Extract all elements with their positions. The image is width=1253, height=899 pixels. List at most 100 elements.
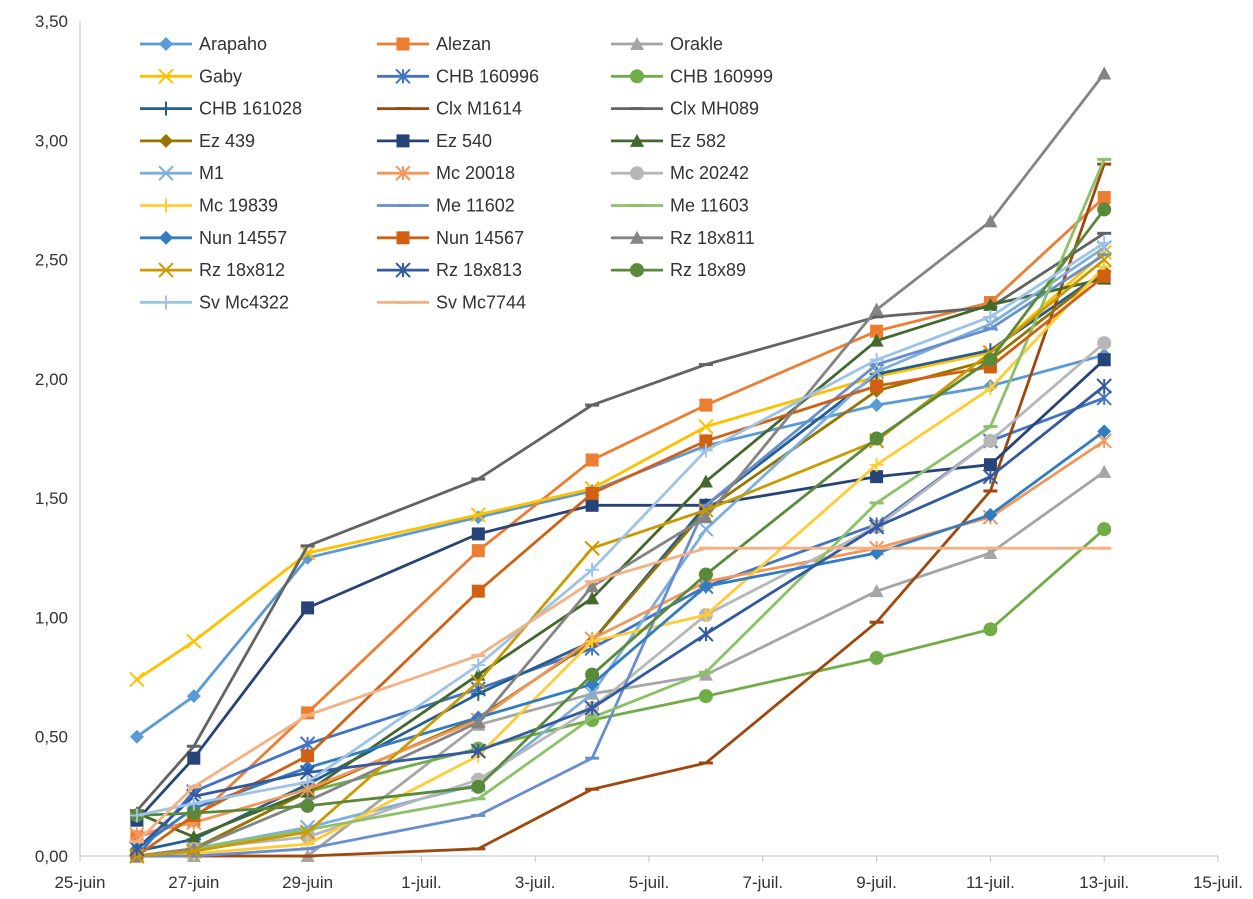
legend-label: Clx MH089	[670, 99, 759, 119]
legend-entry: CHB 160996	[377, 66, 539, 86]
data-point	[869, 367, 884, 382]
legend-label: Mc 20242	[670, 163, 749, 183]
legend-label: Nun 14567	[436, 228, 524, 248]
data-point	[698, 579, 713, 594]
data-point	[585, 498, 599, 512]
data-point	[698, 418, 714, 435]
y-tick-label: 2,00	[35, 370, 68, 389]
data-point	[630, 37, 644, 50]
legend-entry: Ez 582	[611, 131, 726, 151]
data-point	[868, 519, 885, 535]
data-point	[186, 829, 201, 843]
data-point	[299, 824, 316, 840]
series-mc-20018	[129, 433, 1112, 843]
data-point	[158, 68, 174, 85]
data-point	[870, 324, 884, 338]
data-point	[585, 591, 600, 605]
data-point	[869, 302, 884, 316]
series-rz-18x813	[129, 378, 1112, 857]
legend-label: Alezan	[436, 34, 491, 54]
legend-entry: Alezan	[377, 34, 491, 54]
data-point	[630, 230, 644, 244]
data-point	[471, 715, 486, 729]
y-tick-label: 3,00	[35, 131, 68, 150]
data-point	[869, 650, 884, 665]
x-tick-label: 7-juil.	[742, 873, 783, 892]
data-point	[1097, 191, 1111, 205]
data-point	[698, 474, 713, 488]
series-alezan	[130, 191, 1111, 844]
data-point	[983, 546, 998, 560]
legend-label: Me 11602	[436, 196, 515, 216]
legend-entry: Clx M1614	[377, 99, 522, 119]
data-point	[300, 798, 315, 813]
data-point	[698, 567, 713, 582]
data-point	[1097, 66, 1112, 80]
x-tick-label: 29-juin	[282, 873, 333, 892]
data-point	[396, 134, 410, 148]
data-point	[396, 37, 410, 51]
legend-label: Mc 20018	[436, 163, 515, 183]
series-rz-18x89	[129, 202, 1112, 823]
data-point	[129, 841, 145, 857]
data-point	[470, 507, 487, 523]
data-point	[983, 352, 998, 367]
data-point	[584, 700, 600, 716]
x-tick-label: 15-juil.	[1193, 873, 1243, 892]
y-tick-label: 0,50	[35, 728, 68, 747]
data-point	[585, 453, 599, 467]
x-tick-label: 9-juil.	[856, 873, 897, 892]
data-point	[1097, 353, 1111, 367]
legend-entry: Ez 439	[140, 131, 255, 151]
legend-label: Sv Mc4322	[199, 292, 289, 312]
x-tick-label: 3-juil.	[515, 873, 556, 892]
data-point	[1096, 251, 1112, 268]
data-point	[186, 689, 201, 704]
data-point	[395, 262, 411, 278]
legend-label: CHB 160999	[670, 66, 773, 86]
legend-entry: CHB 160999	[611, 66, 773, 86]
data-point	[698, 502, 714, 518]
legend-label: CHB 161028	[199, 99, 302, 119]
legend-entry: Clx MH089	[611, 99, 759, 119]
data-point	[870, 379, 884, 393]
legend-entry: Mc 20242	[611, 163, 749, 183]
legend-entry: Ez 540	[377, 131, 492, 151]
legend-entry: Rz 18x812	[140, 260, 285, 280]
series-layer	[129, 66, 1112, 864]
data-point	[186, 843, 202, 859]
data-point	[585, 486, 599, 500]
legend-entry: Rz 18x89	[611, 260, 746, 280]
data-point	[186, 806, 201, 821]
data-point	[869, 431, 884, 446]
series-me-11602	[129, 253, 1112, 858]
data-point	[299, 545, 316, 561]
x-tick-label: 13-juil.	[1079, 873, 1129, 892]
data-point	[983, 458, 997, 472]
data-point	[159, 230, 173, 245]
data-point	[159, 37, 173, 51]
data-point	[1097, 464, 1112, 478]
legend-entry: Sv Mc7744	[377, 292, 526, 312]
legend-label: Arapaho	[199, 34, 267, 54]
legend-entry: Mc 20018	[377, 163, 515, 183]
data-point	[1097, 269, 1111, 283]
series-line	[135, 232, 1105, 812]
x-tick-label: 11-juil.	[966, 873, 1015, 892]
data-point	[983, 214, 998, 228]
axes: 0,00 0,50 1,00 1,50 2,00 2,50 3,00 3,50 25-juin 2…	[35, 12, 1243, 892]
legend-label: Clx M1614	[436, 99, 522, 119]
data-point	[869, 457, 884, 472]
data-point	[982, 468, 999, 485]
data-point	[699, 434, 713, 448]
data-point	[1097, 336, 1112, 351]
data-point	[585, 634, 600, 649]
legend-entry: Nun 14567	[377, 228, 524, 248]
data-point	[983, 297, 998, 311]
data-point	[698, 608, 713, 623]
legend-label: Ez 582	[670, 131, 726, 151]
data-point	[698, 667, 713, 681]
x-tick-label: 5-juil.	[629, 873, 670, 892]
legend-label: Gaby	[199, 66, 242, 86]
data-point	[869, 333, 884, 347]
